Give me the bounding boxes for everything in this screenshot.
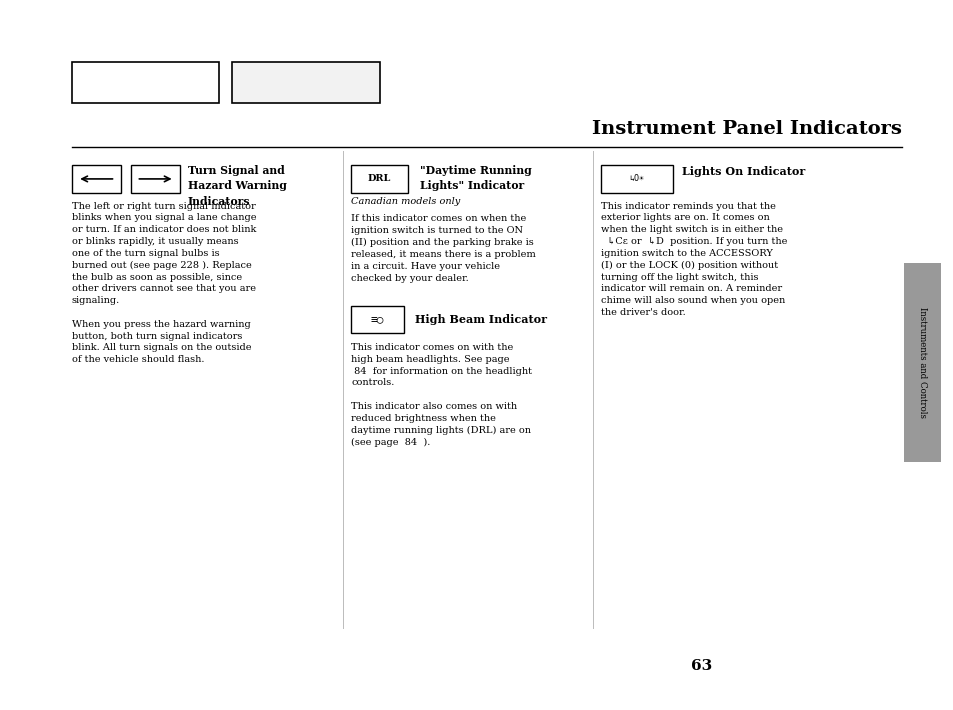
Text: This indicator comes on with the
high beam headlights. See page
 84  for informa: This indicator comes on with the high be… <box>351 343 532 447</box>
Text: Indicators: Indicators <box>188 196 251 207</box>
FancyBboxPatch shape <box>351 165 408 193</box>
Text: Instruments and Controls: Instruments and Controls <box>917 307 926 417</box>
Text: "Daytime Running: "Daytime Running <box>419 165 531 175</box>
Text: ≡○: ≡○ <box>370 315 384 324</box>
Text: Lights" Indicator: Lights" Indicator <box>419 180 523 191</box>
FancyBboxPatch shape <box>131 165 180 193</box>
Text: Lights On Indicator: Lights On Indicator <box>681 166 804 178</box>
FancyBboxPatch shape <box>600 165 672 193</box>
FancyBboxPatch shape <box>232 62 379 103</box>
Text: The left or right turn signal indicator
blinks when you signal a lane change
or : The left or right turn signal indicator … <box>71 202 255 364</box>
FancyBboxPatch shape <box>71 62 219 103</box>
Text: Instrument Panel Indicators: Instrument Panel Indicators <box>591 121 901 138</box>
Text: If this indicator comes on when the
ignition switch is turned to the ON
(II) pos: If this indicator comes on when the igni… <box>351 214 536 283</box>
FancyBboxPatch shape <box>71 165 121 193</box>
Text: 63: 63 <box>690 659 711 673</box>
FancyBboxPatch shape <box>903 263 940 462</box>
Text: High Beam Indicator: High Beam Indicator <box>415 314 546 325</box>
Text: Canadian models only: Canadian models only <box>351 197 460 207</box>
Text: ↳O☀: ↳O☀ <box>629 175 643 183</box>
Text: This indicator reminds you that the
exterior lights are on. It comes on
when the: This indicator reminds you that the exte… <box>600 202 786 317</box>
Text: Hazard Warning: Hazard Warning <box>188 180 287 191</box>
Text: DRL: DRL <box>368 175 391 183</box>
Text: Turn Signal and: Turn Signal and <box>188 165 284 175</box>
FancyBboxPatch shape <box>351 306 403 333</box>
